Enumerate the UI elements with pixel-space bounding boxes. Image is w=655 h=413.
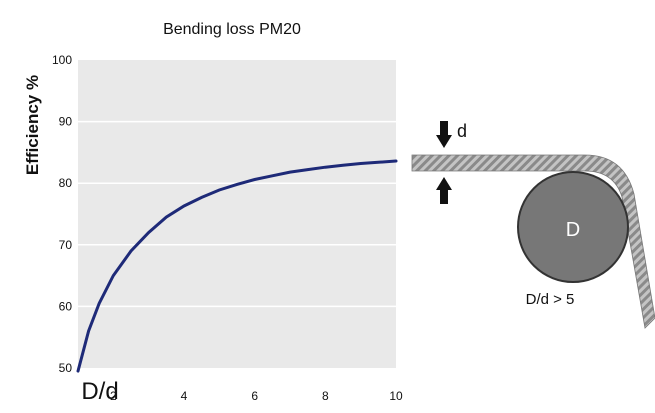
y-tick-label: 70 (59, 238, 73, 252)
plot-area (78, 60, 396, 368)
y-tick-label: 100 (52, 53, 72, 67)
x-tick-label: 6 (251, 389, 258, 403)
y-tick-labels: 50 60 70 80 90 100 (52, 53, 72, 375)
circle-label: D (566, 219, 580, 241)
x-axis-label: D/d (81, 378, 118, 405)
y-tick-label: 90 (59, 115, 73, 129)
x-tick-label: 10 (389, 389, 403, 403)
y-tick-label: 60 (59, 299, 73, 313)
chart-title: Bending loss PM20 (163, 21, 301, 38)
y-tick-label: 80 (59, 176, 73, 190)
bend-circle (517, 171, 629, 283)
ratio-label: D/d > 5 (526, 291, 575, 308)
down-arrow-icon (436, 121, 452, 148)
efficiency-series-line (76, 159, 398, 373)
x-tick-label: 2 (110, 389, 117, 403)
bending-diagram: D d D/d > 5 (411, 121, 655, 329)
y-axis-label: Efficiency % (23, 75, 42, 175)
x-tick-label: 8 (322, 389, 329, 403)
y-tick-label: 50 (59, 361, 73, 375)
bent-sheet (411, 154, 655, 329)
x-tick-labels: 2 4 6 8 10 (110, 389, 403, 403)
up-arrow-icon (436, 177, 452, 204)
x-tick-label: 4 (181, 389, 188, 403)
thickness-label: d (457, 121, 467, 141)
